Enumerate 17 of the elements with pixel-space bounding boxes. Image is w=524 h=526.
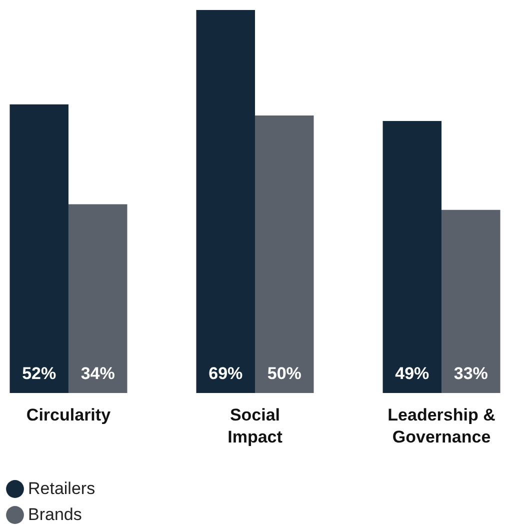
data-label: 69% xyxy=(208,364,243,383)
data-label: 52% xyxy=(22,364,56,383)
bar xyxy=(255,115,314,393)
x-tick-label: Leadership & Governance xyxy=(388,406,496,446)
x-tick-label: Social Impact xyxy=(228,406,283,446)
bar xyxy=(68,204,128,393)
x-tick-label: Circularity xyxy=(26,406,112,424)
bar xyxy=(196,10,255,393)
bar xyxy=(382,121,442,393)
data-label: 34% xyxy=(80,364,115,383)
data-label: 33% xyxy=(454,364,488,383)
bar xyxy=(10,104,68,393)
legend-label: Brands xyxy=(28,505,82,524)
legend-label: Retailers xyxy=(28,479,96,498)
data-label: 50% xyxy=(267,364,302,383)
data-label: 49% xyxy=(395,364,430,383)
bar xyxy=(442,210,500,393)
